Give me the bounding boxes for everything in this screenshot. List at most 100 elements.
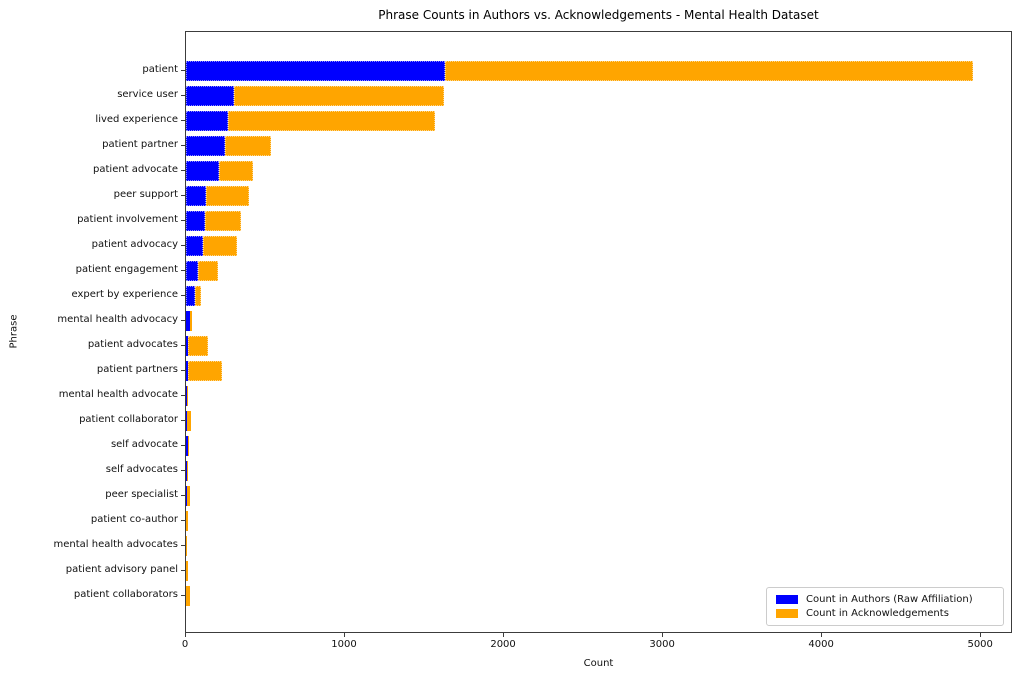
bar-segment-acknowledgements (189, 311, 192, 331)
bar-segment-authors (186, 61, 446, 81)
y-tick-mark (181, 470, 185, 471)
bar-segment-acknowledgements (202, 236, 237, 256)
bar-segment-acknowledgements (187, 436, 189, 456)
legend-label: Count in Acknowledgements (806, 608, 949, 619)
y-tick-mark (181, 570, 185, 571)
y-tick-mark (181, 120, 185, 121)
x-tick-label: 2000 (490, 639, 516, 650)
y-tick-label: patient advisory panel (65, 564, 178, 575)
bar-segment-authors (186, 361, 189, 381)
bar-segment-authors (186, 386, 188, 406)
bar-segment-acknowledgements (233, 86, 444, 106)
y-tick-mark (181, 145, 185, 146)
x-tick-label: 3000 (649, 639, 675, 650)
legend-swatch-acknowledgements (776, 609, 798, 618)
bar-segment-acknowledgements (219, 161, 253, 181)
y-tick-label: patient collaborator (79, 414, 178, 425)
y-tick-mark (181, 220, 185, 221)
y-tick-mark (181, 395, 185, 396)
bar-segment-authors (186, 461, 188, 481)
x-tick-label: 4000 (808, 639, 834, 650)
bar-segment-acknowledgements (188, 361, 222, 381)
y-tick-mark (181, 195, 185, 196)
y-tick-mark (181, 295, 185, 296)
chart-title: Phrase Counts in Authors vs. Acknowledge… (378, 8, 819, 22)
plot-area (185, 31, 1012, 633)
x-tick-mark (344, 633, 346, 637)
y-tick-label: patient co-author (90, 514, 178, 525)
bar-segment-authors (186, 411, 187, 431)
y-tick-mark (181, 370, 185, 371)
x-tick-mark (980, 633, 982, 637)
bar-segment-authors (186, 236, 203, 256)
y-tick-mark (181, 420, 185, 421)
bar-segment-acknowledgements (186, 586, 190, 606)
bar-segment-authors (186, 436, 188, 456)
x-tick-mark (662, 633, 664, 637)
legend: Count in Authors (Raw Affiliation) Count … (766, 587, 1004, 626)
bar-segment-acknowledgements (187, 461, 188, 481)
x-tick-label: 5000 (967, 639, 993, 650)
bar-segment-authors (186, 111, 229, 131)
y-tick-label: self advocate (110, 439, 178, 450)
x-tick-mark (821, 633, 823, 637)
bar-segment-authors (186, 311, 190, 331)
y-tick-mark (181, 95, 185, 96)
bar-segment-acknowledgements (186, 511, 188, 531)
bar-segment-acknowledgements (188, 336, 209, 356)
bar-segment-authors (186, 486, 187, 506)
x-tick-mark (185, 633, 186, 637)
y-tick-label: patient advocates (87, 339, 178, 350)
y-tick-mark (181, 595, 185, 596)
bar-segment-authors (186, 161, 220, 181)
y-tick-mark (181, 70, 185, 71)
y-tick-label: patient advocacy (91, 239, 178, 250)
y-tick-mark (181, 545, 185, 546)
bar-segment-acknowledgements (186, 561, 188, 581)
y-tick-mark (181, 320, 185, 321)
y-tick-label: patient (142, 64, 178, 75)
y-tick-label: lived experience (95, 114, 178, 125)
y-tick-label: patient involvement (77, 214, 178, 225)
y-tick-label: patient collaborators (73, 589, 178, 600)
bar-segment-authors (186, 136, 225, 156)
legend-label: Count in Authors (Raw Affiliation) (806, 594, 973, 605)
y-tick-mark (181, 345, 185, 346)
bar-segment-acknowledgements (205, 186, 249, 206)
bar-segment-acknowledgements (187, 386, 189, 406)
bar-segment-authors (186, 86, 234, 106)
y-tick-mark (181, 245, 185, 246)
y-tick-label: patient advocate (93, 164, 178, 175)
bar-segment-authors (186, 186, 206, 206)
y-tick-mark (181, 270, 185, 271)
legend-item: Count in Authors (Raw Affiliation) (776, 593, 994, 606)
bar-segment-authors (186, 336, 189, 356)
y-tick-label: patient partners (96, 364, 178, 375)
bar-segment-acknowledgements (186, 536, 187, 556)
bar-segment-acknowledgements (195, 286, 202, 306)
bar-segment-authors (186, 211, 206, 231)
y-tick-label: mental health advocates (53, 539, 179, 550)
bar-segment-authors (186, 261, 199, 281)
y-tick-label: peer support (113, 189, 178, 200)
y-tick-mark (181, 495, 185, 496)
bar-segment-acknowledgements (186, 411, 191, 431)
y-tick-label: service user (117, 89, 178, 100)
bar-segment-acknowledgements (228, 111, 435, 131)
y-tick-mark (181, 520, 185, 521)
y-tick-label: mental health advocate (58, 389, 178, 400)
x-tick-label: 1000 (331, 639, 357, 650)
y-axis-label: Phrase (8, 314, 20, 349)
y-tick-mark (181, 170, 185, 171)
y-tick-mark (181, 445, 185, 446)
bar-segment-acknowledgements (205, 211, 241, 231)
bar-segment-acknowledgements (445, 61, 974, 81)
y-tick-label: mental health advocacy (57, 314, 178, 325)
bar-segment-acknowledgements (198, 261, 219, 281)
bar-segment-acknowledgements (224, 136, 272, 156)
y-tick-label: peer specialist (105, 489, 178, 500)
y-tick-label: self advocates (105, 464, 178, 475)
x-axis-label: Count (583, 658, 614, 669)
bar-segment-authors (186, 286, 196, 306)
